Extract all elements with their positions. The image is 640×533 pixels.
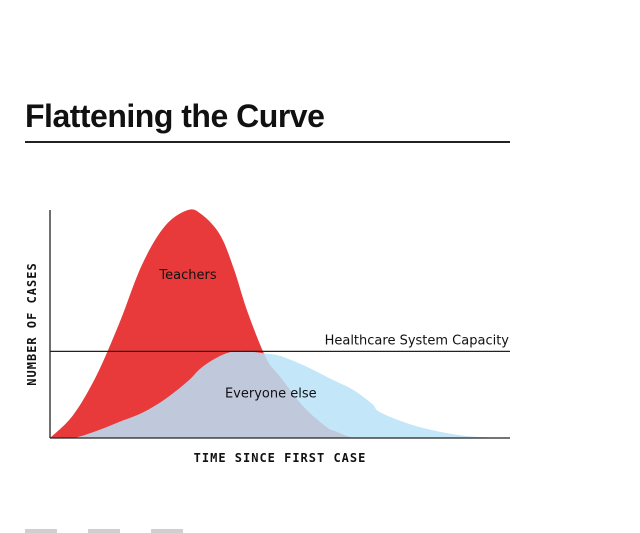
chart-areas [50, 209, 510, 438]
series-area-teachers [50, 209, 510, 438]
nav-bar-3 [151, 529, 183, 533]
y-axis-label: NUMBER OF CASES [25, 262, 39, 385]
x-axis-label: TIME SINCE FIRST CASE [194, 451, 367, 465]
series-label-everyone-else: Everyone else [225, 386, 317, 401]
series-area-everyone-else [50, 350, 510, 438]
title-divider [25, 141, 510, 143]
series-label-teachers: Teachers [158, 268, 216, 283]
nav-bar-1 [25, 529, 57, 533]
nav-bar-2 [88, 529, 120, 533]
chart-title: Flattening the Curve [25, 98, 325, 134]
capacity-label: Healthcare System Capacity [325, 333, 510, 348]
